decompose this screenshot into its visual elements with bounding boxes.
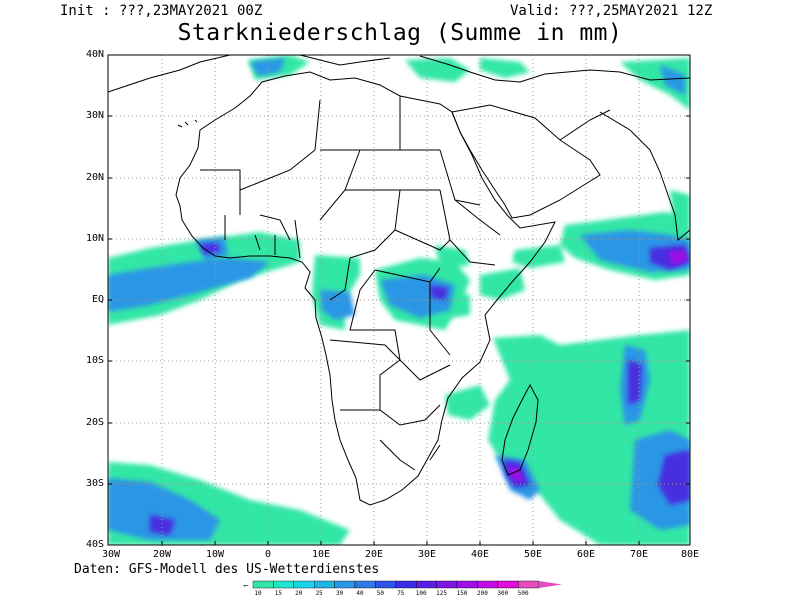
legend-label-40: 40 xyxy=(356,590,364,597)
legend-label-20: 20 xyxy=(295,590,303,597)
legend-swatch-300 xyxy=(497,580,519,589)
legend-swatch-50 xyxy=(375,580,396,589)
legend-arrow xyxy=(539,581,562,588)
map-title: Starkniederschlag (Summe in mm) xyxy=(177,20,623,46)
legend-label-75: 75 xyxy=(397,590,405,597)
legend-label-50: 50 xyxy=(376,590,384,597)
lon-label-30w: 30W xyxy=(101,549,121,560)
legend-swatch-20 xyxy=(293,580,315,589)
legend-swatch-500 xyxy=(518,580,539,589)
graticule xyxy=(108,55,690,545)
lon-label-20w: 20W xyxy=(152,549,172,560)
legend-label-125: 125 xyxy=(436,590,448,597)
legend-label-25: 25 xyxy=(315,590,323,597)
legend-label-300: 300 xyxy=(497,590,509,597)
legend-swatch-25 xyxy=(314,580,335,589)
lon-label-60e: 60E xyxy=(576,549,596,560)
lon-label-40e: 40E xyxy=(470,549,490,560)
lat-label-10n: 10N xyxy=(85,233,104,244)
lat-label-40s: 40S xyxy=(85,539,104,550)
legend-label-10: 10 xyxy=(254,590,262,597)
legend-label-150: 150 xyxy=(456,590,468,597)
data-credit: Daten: GFS-Modell des US-Wetterdienstes xyxy=(74,562,380,577)
valid-time: Valid: ???,25MAY2021 12Z xyxy=(510,3,713,19)
lat-label-eq: EQ xyxy=(91,294,104,305)
lon-label-70e: 70E xyxy=(629,549,649,560)
legend-label-15: 15 xyxy=(274,590,282,597)
lat-label-40n: 40N xyxy=(85,49,104,60)
lat-label-20n: 20N xyxy=(85,172,104,183)
lat-label-10s: 10S xyxy=(85,355,104,366)
legend-swatch-15 xyxy=(273,580,294,589)
lat-label-30s: 30S xyxy=(85,478,104,489)
legend-swatch-150 xyxy=(456,580,478,589)
init-time: Init : ???,23MAY2021 00Z xyxy=(60,3,263,19)
legend-swatch-75 xyxy=(395,580,417,589)
lon-label-80e: 80E xyxy=(680,549,700,560)
lon-label-50e: 50E xyxy=(523,549,543,560)
legend-swatch-40 xyxy=(354,580,376,589)
lon-label-10e: 10E xyxy=(311,549,331,560)
lon-label-10w: 10W xyxy=(205,549,225,560)
lon-label-30e: 30E xyxy=(417,549,437,560)
coastlines xyxy=(108,55,690,506)
lon-label-20e: 20E xyxy=(364,549,384,560)
lat-label-30n: 30N xyxy=(85,110,104,121)
legend-swatch-30 xyxy=(334,580,356,589)
legend-swatch-125 xyxy=(436,580,458,589)
legend-swatch-10 xyxy=(252,580,274,589)
lon-label-0: 0 xyxy=(264,549,272,560)
legend-label-30: 30 xyxy=(335,590,344,597)
legend-label-100: 100 xyxy=(415,590,427,597)
legend-below-marker: ⌐ xyxy=(243,582,249,590)
legend-swatch-100 xyxy=(416,580,437,589)
legend-label-200: 200 xyxy=(476,590,488,597)
legend-label-500: 500 xyxy=(517,590,529,597)
legend-swatch-200 xyxy=(477,580,498,589)
lat-label-20s: 20S xyxy=(85,417,104,428)
